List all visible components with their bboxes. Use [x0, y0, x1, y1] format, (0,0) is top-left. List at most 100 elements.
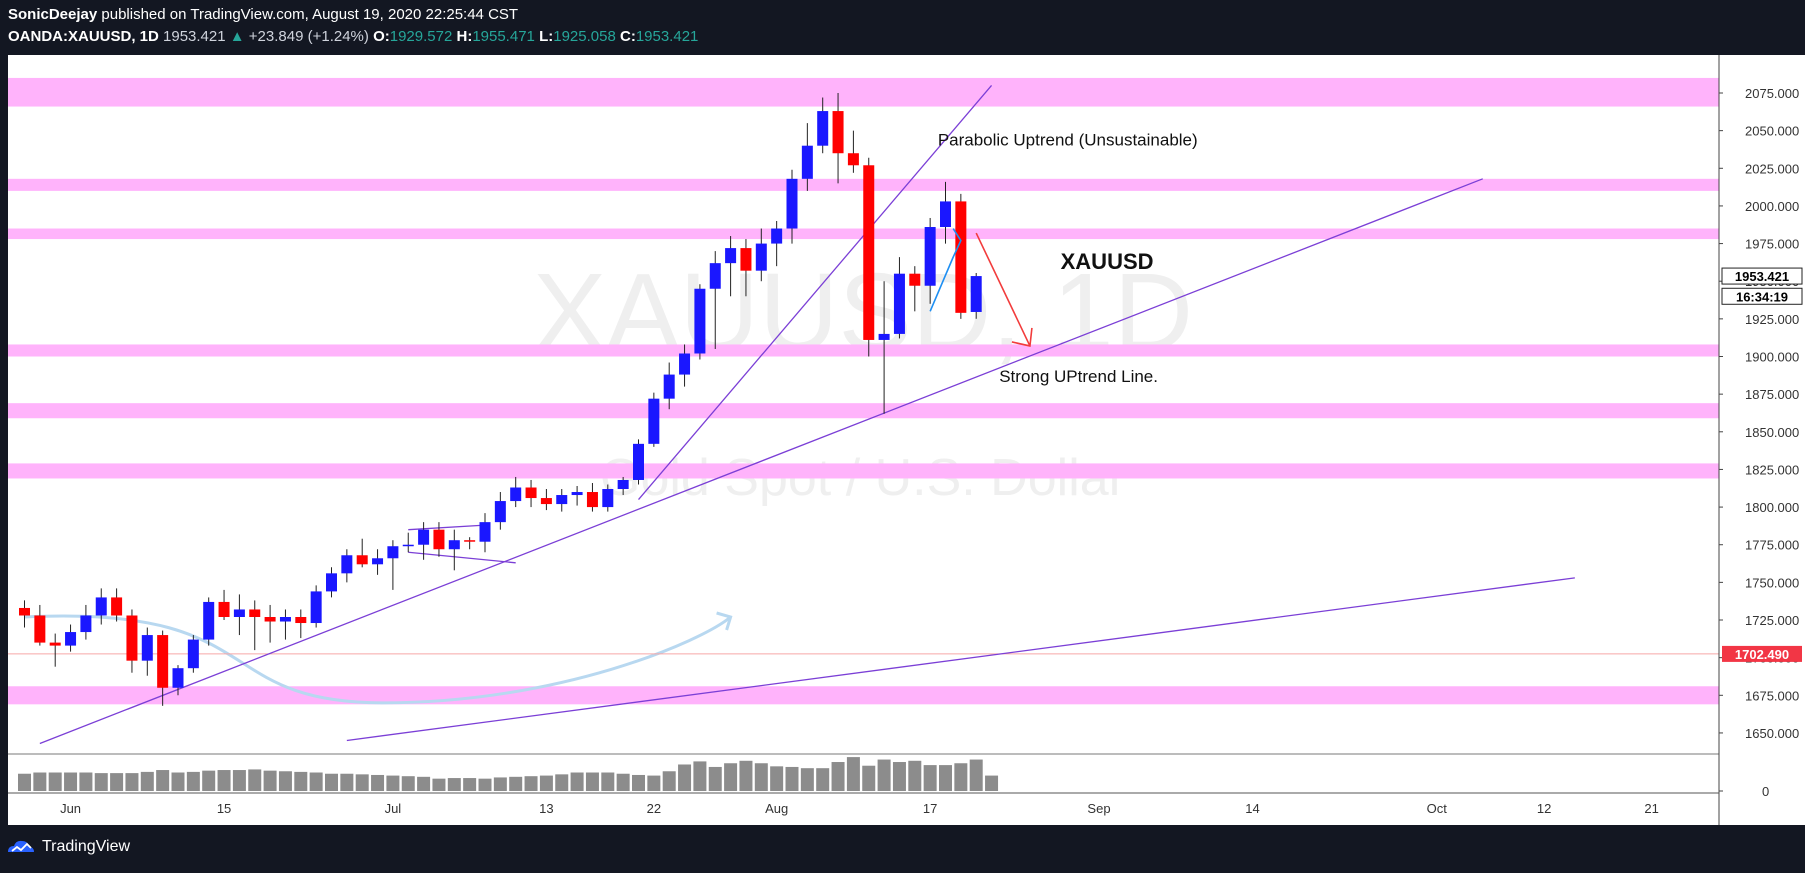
- candle-body: [65, 632, 77, 646]
- volume-bar: [248, 769, 262, 791]
- candle-body: [725, 248, 737, 264]
- volume-bar: [616, 773, 630, 791]
- volume-bar: [570, 772, 584, 791]
- close-value: 1953.421: [635, 28, 699, 45]
- price-tick-label: 2050.000: [1745, 124, 1799, 139]
- trendlines: [8, 85, 1719, 745]
- trendline: [346, 577, 1575, 742]
- volume-bar: [156, 770, 170, 791]
- candle: [940, 181, 951, 244]
- price-label-box: [1722, 645, 1802, 662]
- candle: [909, 266, 921, 312]
- volume-bar: [278, 771, 292, 791]
- volume-bar: [877, 759, 891, 791]
- candle: [80, 604, 92, 640]
- volume-bar: [708, 766, 722, 791]
- volume-bar: [509, 776, 523, 791]
- time-tick-label: 13: [539, 801, 553, 816]
- candle-body: [433, 529, 445, 550]
- trendline: [39, 178, 1483, 745]
- candle-body: [141, 635, 153, 661]
- candle-body: [203, 601, 215, 640]
- candle-body: [233, 609, 245, 617]
- candle: [725, 236, 737, 297]
- candle: [924, 217, 936, 304]
- volume-bar: [969, 759, 983, 791]
- volume-bar: [846, 757, 860, 791]
- candle-body: [172, 668, 184, 688]
- candle: [663, 362, 675, 410]
- candle: [602, 484, 614, 512]
- volume-bar: [816, 768, 830, 791]
- candle: [586, 482, 598, 512]
- candle: [970, 272, 982, 319]
- candle-body: [356, 555, 368, 565]
- candle-body: [909, 273, 921, 286]
- candle: [111, 588, 123, 622]
- candle: [709, 251, 721, 349]
- curve-arrow: [24, 611, 733, 705]
- zone-band: [8, 463, 1719, 479]
- consolidation-line: [408, 551, 516, 564]
- price-tick-label: 1750.000: [1745, 575, 1799, 590]
- volume-bar: [94, 773, 108, 791]
- price-tick-label: 1975.000: [1745, 237, 1799, 252]
- candle-body: [326, 573, 337, 592]
- candle: [464, 537, 476, 550]
- candle-body: [771, 228, 783, 244]
- footer: TradingView: [6, 838, 130, 856]
- candle: [218, 589, 230, 621]
- open-value: 1929.572: [389, 28, 453, 45]
- volume-bar: [171, 772, 185, 791]
- publisher-name[interactable]: SonicDeejay: [8, 6, 98, 23]
- volume-bar: [647, 775, 661, 791]
- candle: [494, 492, 506, 530]
- volume-bar: [64, 772, 78, 791]
- candle: [878, 281, 890, 414]
- zone-band: [8, 344, 1719, 357]
- candles[interactable]: [19, 93, 982, 706]
- candle-body: [510, 487, 522, 502]
- volume-bar: [294, 771, 308, 791]
- volume-bar: [831, 762, 845, 791]
- footer-brand[interactable]: TradingView: [42, 838, 131, 855]
- candle: [356, 538, 368, 568]
- price-label-text: 16:34:19: [1736, 289, 1788, 304]
- curve-arrow-head: [716, 611, 733, 631]
- price-label-text: 1953.421: [1735, 269, 1789, 284]
- candle: [832, 93, 844, 184]
- trendline: [638, 85, 993, 500]
- price-tick-label: 1850.000: [1745, 425, 1799, 440]
- volume-bar: [371, 774, 385, 791]
- candle: [295, 609, 307, 639]
- candle: [326, 567, 337, 598]
- price-tick-label: 1675.000: [1745, 688, 1799, 703]
- time-tick-label: 17: [923, 801, 937, 816]
- consolidation-line: [408, 524, 486, 531]
- volume-bar: [110, 773, 124, 791]
- volume-bar: [493, 777, 507, 791]
- price-axis-bg: [1719, 55, 1805, 825]
- candle-body: [540, 498, 552, 505]
- volume-bar: [48, 772, 62, 791]
- volume-bar: [954, 763, 968, 791]
- volume-bar: [555, 774, 569, 791]
- candle-body: [402, 544, 414, 547]
- candle-body: [95, 597, 107, 616]
- volume-bar: [939, 765, 952, 791]
- low-label: L:: [539, 28, 554, 45]
- candle: [372, 549, 384, 575]
- candle: [341, 549, 353, 583]
- volume-bar: [79, 772, 93, 791]
- chart-annotation: Strong UPtrend Line.: [999, 367, 1158, 386]
- candle: [310, 585, 322, 628]
- volume-bar: [785, 766, 799, 791]
- volume-bar: [754, 763, 768, 791]
- volume-bars: [8, 753, 1719, 791]
- volume-bar: [862, 765, 876, 791]
- price-tick-label: 1900.000: [1745, 350, 1799, 365]
- candle: [172, 665, 184, 696]
- low-value: 1925.058: [553, 28, 616, 45]
- candle-body: [817, 111, 829, 146]
